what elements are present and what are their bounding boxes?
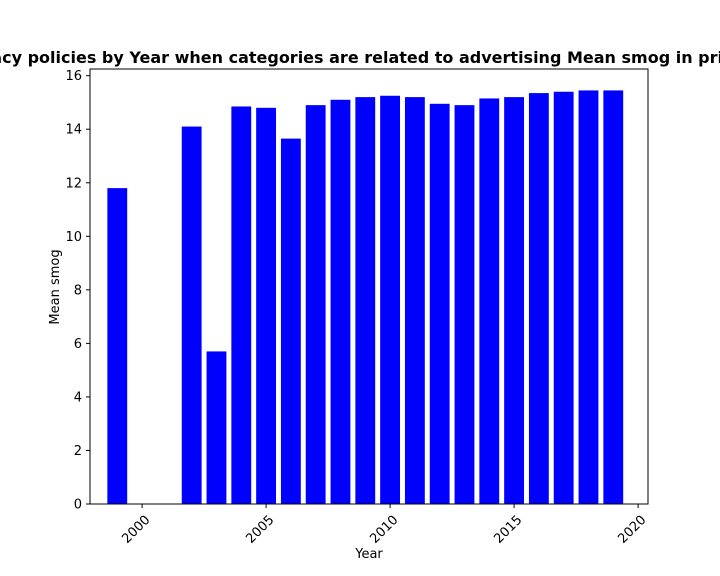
bar-2018 bbox=[578, 90, 599, 505]
y-axis-ticks: 0 2 4 6 8 10 12 14 16 bbox=[65, 69, 90, 513]
y-tick-label: 2 bbox=[74, 444, 82, 459]
bar-2004 bbox=[231, 106, 252, 504]
bar-2019 bbox=[603, 90, 624, 505]
bar-2006 bbox=[280, 138, 301, 504]
x-tick-label: 2015 bbox=[491, 513, 525, 547]
y-tick-label: 0 bbox=[74, 498, 82, 513]
y-tick-label: 16 bbox=[65, 69, 82, 84]
x-axis-ticks: 2000 2005 2010 2015 2020 bbox=[119, 504, 649, 547]
x-tick-label: 2010 bbox=[367, 513, 401, 547]
bar-2007 bbox=[305, 105, 326, 504]
bar-2005 bbox=[256, 107, 276, 504]
y-tick-label: 4 bbox=[74, 390, 82, 405]
y-tick-label: 10 bbox=[65, 230, 82, 245]
bar-1999 bbox=[107, 188, 128, 504]
y-tick-label: 14 bbox=[65, 123, 82, 138]
x-axis-label: Year bbox=[354, 547, 383, 562]
bar-2010 bbox=[380, 95, 400, 505]
x-tick-label: 2020 bbox=[615, 513, 649, 547]
y-tick-label: 8 bbox=[74, 283, 82, 298]
y-tick-label: 12 bbox=[65, 176, 82, 191]
bar-2002 bbox=[181, 126, 202, 505]
bar-2015 bbox=[504, 97, 524, 505]
bars-group bbox=[107, 90, 624, 505]
bar-2014 bbox=[479, 98, 500, 504]
bar-2017 bbox=[553, 91, 574, 504]
x-tick-label: 2005 bbox=[243, 513, 277, 547]
bar-2003 bbox=[206, 351, 227, 504]
x-tick-label: 2000 bbox=[119, 513, 153, 547]
plot-area-frame bbox=[89, 68, 649, 505]
bar-2008 bbox=[330, 99, 351, 504]
bar-2011 bbox=[404, 97, 425, 505]
y-tick-label: 6 bbox=[74, 337, 82, 352]
bar-2016 bbox=[528, 93, 549, 504]
bar-2013 bbox=[454, 105, 475, 504]
bar-2012 bbox=[429, 103, 450, 505]
chart-title: Mean smog in privacy policies by Year wh… bbox=[0, 48, 720, 67]
y-axis-label: Mean smog bbox=[48, 249, 63, 324]
bar-2009 bbox=[355, 97, 376, 505]
